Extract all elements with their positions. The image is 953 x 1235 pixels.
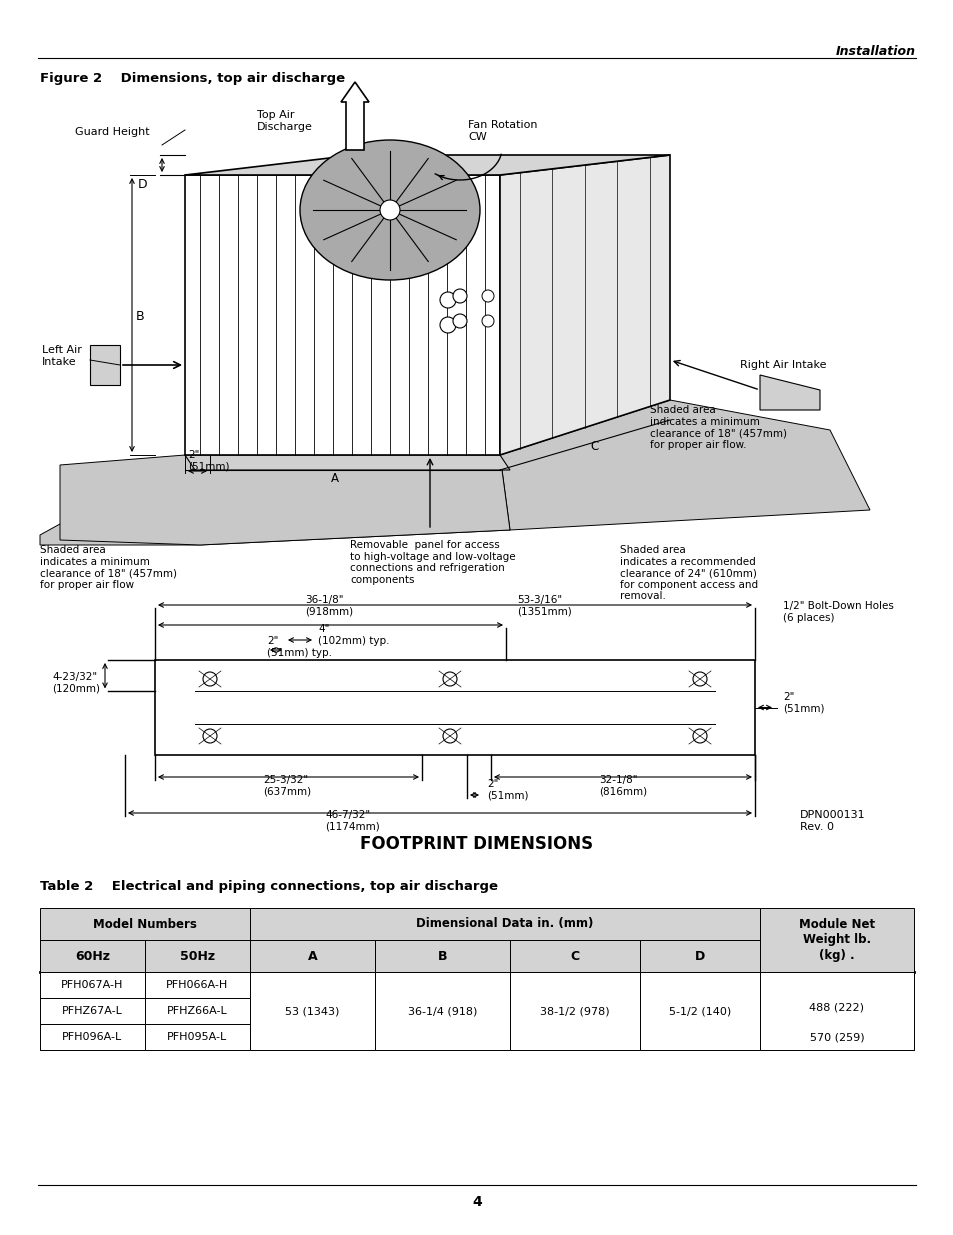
Text: D: D (138, 178, 148, 191)
Text: Table 2    Electrical and piping connections, top air discharge: Table 2 Electrical and piping connection… (40, 881, 497, 893)
Circle shape (442, 672, 456, 685)
Text: DPN000131
Rev. 0: DPN000131 Rev. 0 (800, 810, 864, 831)
Bar (760, 972, 913, 1050)
Bar (510, 940, 639, 972)
Text: C: C (589, 440, 598, 453)
Text: PFHZ67A-L: PFHZ67A-L (62, 1007, 123, 1016)
Bar (639, 972, 760, 1050)
Text: Shaded area
indicates a minimum
clearance of 18" (457mm)
for proper air flow: Shaded area indicates a minimum clearanc… (40, 545, 177, 590)
Bar (40, 908, 250, 940)
Bar (760, 908, 913, 972)
Text: Model Numbers: Model Numbers (93, 918, 196, 930)
Text: Guard Height: Guard Height (75, 127, 150, 137)
Bar (145, 1024, 250, 1050)
Text: FOOTPRINT DIMENSIONS: FOOTPRINT DIMENSIONS (360, 835, 593, 853)
Circle shape (692, 672, 706, 685)
Text: Left Air
Intake: Left Air Intake (42, 345, 82, 367)
Ellipse shape (299, 140, 479, 280)
Circle shape (439, 291, 456, 308)
Text: Right Air Intake: Right Air Intake (740, 359, 825, 370)
Text: 53 (1343): 53 (1343) (285, 1007, 339, 1016)
Text: B: B (136, 310, 145, 324)
Bar (154, 659, 754, 755)
Polygon shape (760, 375, 820, 410)
Text: Installation: Installation (835, 44, 915, 58)
Circle shape (453, 289, 467, 303)
Bar (250, 940, 375, 972)
Circle shape (453, 314, 467, 329)
Text: Fan Rotation
CW: Fan Rotation CW (468, 120, 537, 142)
Text: 2"
(51mm): 2" (51mm) (188, 450, 230, 472)
Text: Shaded area
indicates a minimum
clearance of 18" (457mm)
for proper air flow.: Shaded area indicates a minimum clearanc… (649, 405, 786, 450)
Polygon shape (185, 156, 669, 175)
Text: Removable  panel for access
to high-voltage and low-voltage
connections and refr: Removable panel for access to high-volta… (350, 540, 515, 585)
Text: Dimensional Data in. (mm): Dimensional Data in. (mm) (416, 918, 593, 930)
Text: 50Hz: 50Hz (180, 950, 214, 962)
Text: 25-3/32"
(637mm): 25-3/32" (637mm) (263, 776, 311, 797)
Bar (185, 175, 499, 454)
Bar (250, 972, 375, 1050)
Text: Top Air
Discharge: Top Air Discharge (256, 110, 313, 132)
Text: Figure 2    Dimensions, top air discharge: Figure 2 Dimensions, top air discharge (40, 72, 345, 85)
Text: PFH066A-H: PFH066A-H (166, 981, 229, 990)
Bar (250, 908, 760, 940)
Text: 4: 4 (472, 1195, 481, 1209)
Text: D: D (694, 950, 704, 962)
Text: 36-1/4 (918): 36-1/4 (918) (407, 1007, 476, 1016)
Polygon shape (499, 400, 869, 530)
Text: 38-1/2 (978): 38-1/2 (978) (539, 1007, 609, 1016)
Bar (375, 940, 510, 972)
Bar (145, 940, 250, 972)
Text: 1/2" Bolt-Down Holes
(6 places): 1/2" Bolt-Down Holes (6 places) (782, 601, 893, 622)
Text: PFH095A-L: PFH095A-L (167, 1032, 228, 1042)
Bar (145, 998, 250, 1024)
Bar (40, 998, 145, 1024)
Text: 4-23/32"
(120mm): 4-23/32" (120mm) (52, 672, 100, 694)
Polygon shape (185, 454, 510, 471)
Text: 488 (222): 488 (222) (809, 1002, 863, 1013)
Bar (510, 972, 639, 1050)
Circle shape (692, 729, 706, 743)
Text: Module Net
Weight lb.
(kg) .: Module Net Weight lb. (kg) . (798, 919, 874, 962)
Polygon shape (40, 454, 510, 545)
Text: Shaded area
indicates a recommended
clearance of 24" (610mm)
for component acces: Shaded area indicates a recommended clea… (619, 545, 758, 601)
Text: 32-1/8"
(816mm): 32-1/8" (816mm) (598, 776, 646, 797)
Text: 2"
(51mm) typ.: 2" (51mm) typ. (267, 636, 332, 658)
Circle shape (481, 315, 494, 327)
Text: A: A (308, 950, 317, 962)
Text: 36-1/8"
(918mm): 36-1/8" (918mm) (305, 595, 353, 616)
Bar (40, 1024, 145, 1050)
Circle shape (442, 729, 456, 743)
Text: C: C (570, 950, 579, 962)
Text: 5-1/2 (140): 5-1/2 (140) (668, 1007, 730, 1016)
Text: A: A (331, 472, 338, 485)
Text: 53-3/16"
(1351mm): 53-3/16" (1351mm) (517, 595, 572, 616)
Bar (40, 940, 145, 972)
Circle shape (203, 672, 216, 685)
Circle shape (379, 200, 399, 220)
Text: 2"
(51mm): 2" (51mm) (486, 779, 528, 800)
Text: 2"
(51mm): 2" (51mm) (782, 692, 823, 714)
Text: PFHZ66A-L: PFHZ66A-L (167, 1007, 228, 1016)
Bar (639, 940, 760, 972)
Text: 570 (259): 570 (259) (809, 1032, 863, 1042)
Text: 46-7/32"
(1174mm): 46-7/32" (1174mm) (325, 810, 380, 831)
Text: B: B (437, 950, 447, 962)
FancyArrow shape (340, 82, 369, 149)
Circle shape (203, 729, 216, 743)
Circle shape (439, 317, 456, 333)
Polygon shape (60, 454, 510, 545)
Text: PFH096A-L: PFH096A-L (62, 1032, 123, 1042)
Text: 60Hz: 60Hz (75, 950, 110, 962)
Polygon shape (90, 345, 120, 385)
Bar (40, 972, 145, 998)
Circle shape (481, 290, 494, 303)
Bar (145, 972, 250, 998)
Bar (375, 972, 510, 1050)
Polygon shape (499, 156, 669, 454)
Text: PFH067A-H: PFH067A-H (61, 981, 124, 990)
Text: 4"
(102mm) typ.: 4" (102mm) typ. (317, 624, 389, 646)
